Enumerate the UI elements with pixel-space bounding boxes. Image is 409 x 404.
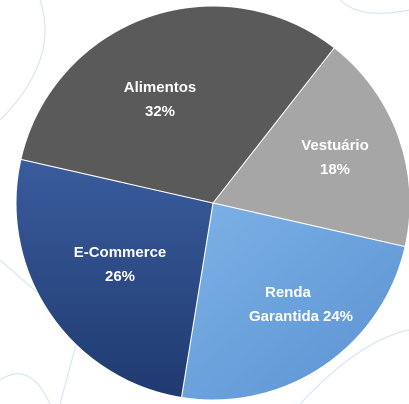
- slice-label: Vestuário: [301, 137, 369, 154]
- pie-slice: [15, 158, 214, 399]
- value-label: 26%: [105, 268, 135, 285]
- pie-slice: [20, 5, 335, 204]
- pie-slice: [180, 202, 406, 401]
- slice-label: Renda Garantida: [249, 284, 320, 325]
- value-label: 18%: [320, 161, 350, 178]
- value-label: 32%: [145, 103, 175, 120]
- slice-label: Alimentos: [124, 79, 197, 96]
- slice-label: E-Commerce: [74, 244, 167, 261]
- value-label: 24%: [323, 308, 353, 325]
